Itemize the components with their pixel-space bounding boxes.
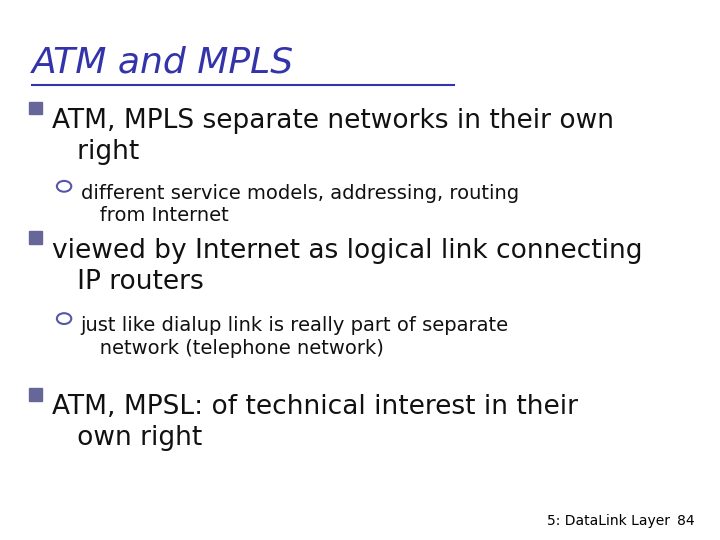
Text: 5: DataLink Layer: 5: DataLink Layer bbox=[547, 514, 670, 528]
Text: different service models, addressing, routing
   from Internet: different service models, addressing, ro… bbox=[81, 184, 519, 225]
FancyBboxPatch shape bbox=[29, 388, 42, 401]
Text: ATM and MPLS: ATM and MPLS bbox=[32, 46, 294, 80]
FancyBboxPatch shape bbox=[29, 102, 42, 114]
Text: ATM, MPLS separate networks in their own
   right: ATM, MPLS separate networks in their own… bbox=[52, 108, 614, 165]
FancyBboxPatch shape bbox=[29, 231, 42, 244]
Text: just like dialup link is really part of separate
   network (telephone network): just like dialup link is really part of … bbox=[81, 316, 509, 357]
Text: viewed by Internet as logical link connecting
   IP routers: viewed by Internet as logical link conne… bbox=[52, 238, 642, 295]
Text: 84: 84 bbox=[678, 514, 695, 528]
Text: ATM, MPSL: of technical interest in their
   own right: ATM, MPSL: of technical interest in thei… bbox=[52, 394, 578, 451]
